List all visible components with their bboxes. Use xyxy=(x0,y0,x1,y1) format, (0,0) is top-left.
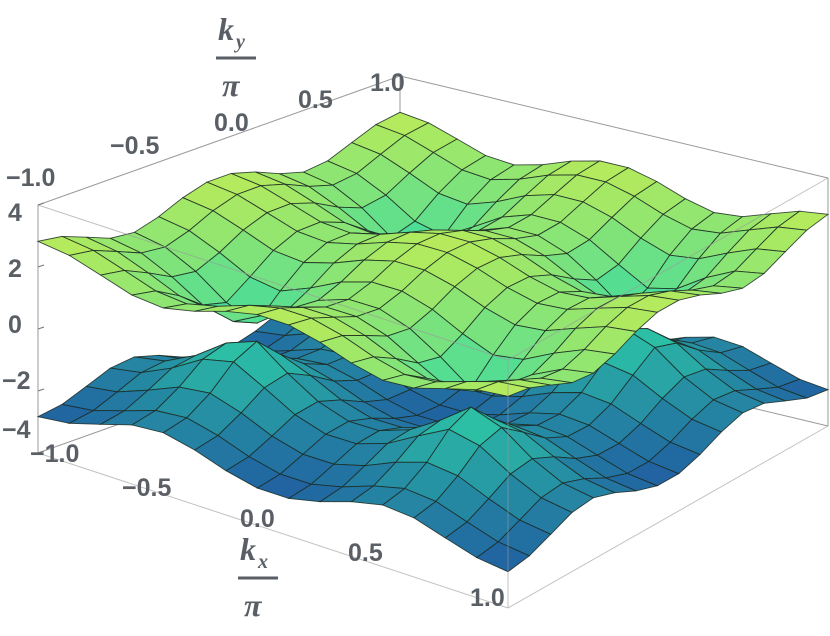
kx-axis-ticks: −1.0 −0.5 0.0 0.5 1.0 xyxy=(30,440,505,612)
surface-patch xyxy=(475,381,531,397)
ky-tick-label: 1.0 xyxy=(370,69,405,97)
z-tick-label: −2 xyxy=(2,367,31,395)
z-tick-label: 0 xyxy=(8,311,22,339)
z-tick-mark xyxy=(37,326,45,330)
ky-label-sub: y xyxy=(234,31,245,53)
kx-label-sub: x xyxy=(257,551,268,573)
kx-label-k: k xyxy=(240,531,256,567)
kx-tick-label: 0.0 xyxy=(240,505,275,533)
ky-tick-label: −0.5 xyxy=(110,132,159,160)
ky-label-pi: π xyxy=(222,67,241,103)
z-axis-ticks: 4 2 0 −2 −4 xyxy=(2,199,31,444)
z-tick-label: 4 xyxy=(8,199,22,227)
ky-label-k: k xyxy=(218,11,234,47)
box-edge xyxy=(37,204,509,361)
box-edge xyxy=(507,425,829,609)
ky-tick-label: −1.0 xyxy=(6,164,55,192)
bounding-box-front xyxy=(37,177,829,609)
kx-tick-label: 1.0 xyxy=(470,584,505,612)
kx-tick-label: −0.5 xyxy=(122,474,171,502)
z-tick-mark xyxy=(37,450,45,454)
kx-tick-label: −1.0 xyxy=(30,440,79,468)
box-edge xyxy=(507,177,829,361)
surface-patch xyxy=(475,541,531,573)
z-tick-label: −4 xyxy=(2,416,31,444)
kx-tick-label: 0.5 xyxy=(348,539,383,567)
kx-axis-label: k x π xyxy=(238,531,278,623)
ky-tick-label: 0.0 xyxy=(214,109,249,137)
box-edge xyxy=(37,452,509,609)
box-edge xyxy=(37,75,401,206)
z-tick-label: 2 xyxy=(8,255,22,283)
z-tick-mark xyxy=(37,202,45,206)
ky-tick-label: 0.5 xyxy=(298,86,333,114)
z-tick-mark xyxy=(37,388,45,392)
surface-meshes xyxy=(36,111,830,573)
ky-axis-ticks: −1.0 −0.5 0.0 0.5 1.0 xyxy=(6,69,405,192)
kx-label-pi: π xyxy=(244,587,263,623)
ky-axis-label: k y π xyxy=(216,11,256,103)
box-edge xyxy=(399,75,829,179)
z-tick-mark xyxy=(37,264,45,268)
